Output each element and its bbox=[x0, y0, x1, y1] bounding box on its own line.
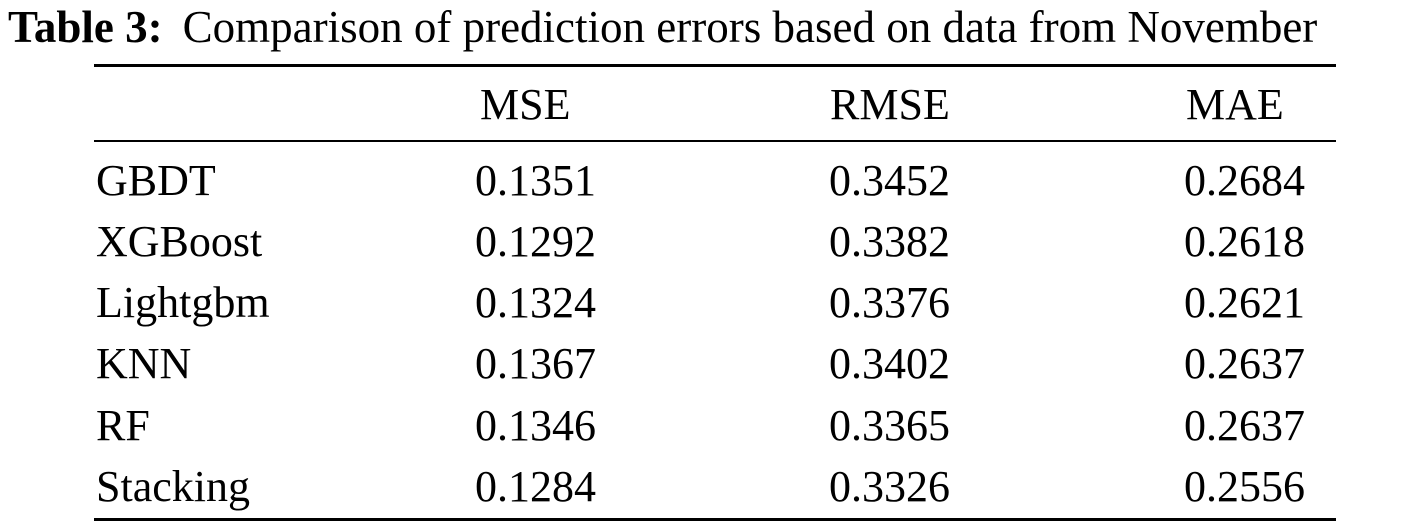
mae-cell: 0.2618 bbox=[1184, 217, 1305, 266]
mse-cell: 0.1351 bbox=[475, 156, 596, 205]
mae-cell: 0.2637 bbox=[1184, 401, 1305, 450]
mae-cell: 0.2684 bbox=[1184, 156, 1305, 205]
table-row: XGBoost 0.1292 0.3382 0.2618 bbox=[0, 212, 1417, 272]
header-cell-mae: MAE bbox=[1186, 80, 1284, 129]
rmse-cell: 0.3402 bbox=[829, 339, 950, 388]
rmse-cell: 0.3326 bbox=[829, 462, 950, 511]
mse-cell: 0.1292 bbox=[475, 217, 596, 266]
table-row: GBDT 0.1351 0.3452 0.2684 bbox=[0, 151, 1417, 211]
table-row: KNN 0.1367 0.3402 0.2637 bbox=[0, 334, 1417, 394]
model-name-cell: XGBoost bbox=[96, 217, 263, 266]
mse-cell: 0.1284 bbox=[475, 462, 596, 511]
caption-label: Table 3: bbox=[8, 2, 163, 52]
header-cell-mse: MSE bbox=[480, 80, 571, 129]
table-caption: Table 3: Comparison of prediction errors … bbox=[8, 2, 1413, 52]
table-header-row: MSE RMSE MAE bbox=[0, 75, 1417, 135]
table-bottom-rule bbox=[94, 518, 1336, 521]
table-row: Lightgbm 0.1324 0.3376 0.2621 bbox=[0, 273, 1417, 333]
mse-cell: 0.1324 bbox=[475, 278, 596, 327]
table-header-rule bbox=[94, 140, 1336, 142]
model-name-cell: Stacking bbox=[96, 462, 250, 511]
model-name-cell: KNN bbox=[96, 339, 192, 388]
model-name-cell: Lightgbm bbox=[96, 278, 270, 327]
header-cell-rmse: RMSE bbox=[830, 80, 950, 129]
mae-cell: 0.2556 bbox=[1184, 462, 1305, 511]
mse-cell: 0.1346 bbox=[475, 401, 596, 450]
model-name-cell: RF bbox=[96, 401, 150, 450]
table-row: RF 0.1346 0.3365 0.2637 bbox=[0, 396, 1417, 456]
mse-cell: 0.1367 bbox=[475, 339, 596, 388]
table-top-rule bbox=[94, 64, 1336, 67]
rmse-cell: 0.3382 bbox=[829, 217, 950, 266]
table-row: Stacking 0.1284 0.3326 0.2556 bbox=[0, 457, 1417, 517]
rmse-cell: 0.3452 bbox=[829, 156, 950, 205]
caption-text: Comparison of prediction errors based on… bbox=[182, 2, 1318, 52]
mae-cell: 0.2621 bbox=[1184, 278, 1305, 327]
model-name-cell: GBDT bbox=[96, 156, 216, 205]
rmse-cell: 0.3376 bbox=[829, 278, 950, 327]
rmse-cell: 0.3365 bbox=[829, 401, 950, 450]
mae-cell: 0.2637 bbox=[1184, 339, 1305, 388]
